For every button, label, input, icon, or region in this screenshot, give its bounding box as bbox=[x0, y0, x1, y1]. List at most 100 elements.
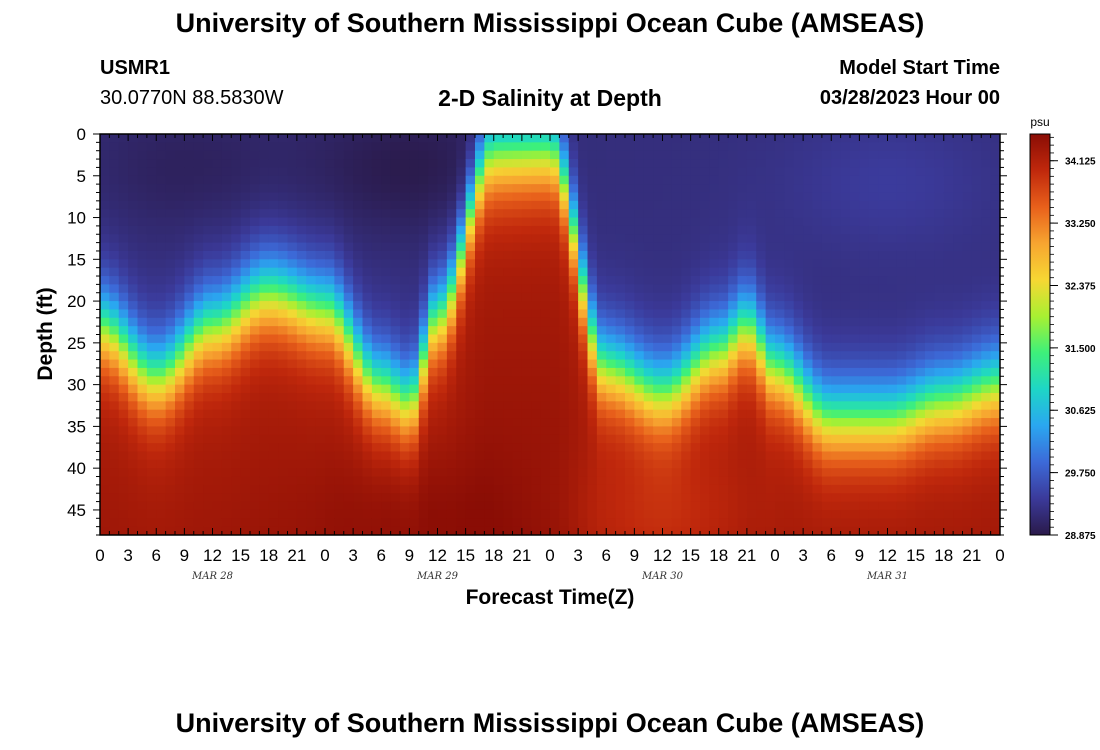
heatmap-cell bbox=[868, 167, 879, 177]
heatmap-cell bbox=[400, 468, 410, 478]
heatmap-cell bbox=[962, 526, 973, 535]
heatmap-cell bbox=[990, 418, 1000, 427]
heatmap-cell bbox=[343, 309, 354, 319]
heatmap-cell bbox=[634, 192, 645, 202]
heatmap-cell bbox=[390, 250, 401, 260]
heatmap-cell bbox=[746, 493, 757, 503]
heatmap-cell bbox=[700, 192, 710, 202]
heatmap-cell bbox=[428, 484, 439, 494]
y-tick-label: 30 bbox=[67, 376, 86, 395]
heatmap-cell bbox=[456, 367, 467, 377]
heatmap-cell bbox=[418, 150, 429, 160]
heatmap-cell bbox=[390, 175, 401, 185]
heatmap-cell bbox=[193, 326, 204, 336]
heatmap-cell bbox=[578, 509, 589, 519]
heatmap-cell bbox=[334, 242, 345, 252]
heatmap-cell bbox=[681, 384, 692, 394]
heatmap-cell bbox=[915, 501, 926, 511]
heatmap-cell bbox=[606, 309, 617, 319]
heatmap-cell bbox=[231, 326, 242, 336]
heatmap-cell bbox=[184, 309, 195, 319]
heatmap-cell bbox=[503, 484, 514, 494]
heatmap-cell bbox=[625, 159, 635, 169]
heatmap-cell bbox=[493, 334, 504, 344]
heatmap-cell bbox=[850, 242, 860, 252]
heatmap-cell bbox=[371, 134, 382, 143]
heatmap-cell bbox=[221, 159, 232, 169]
heatmap-cell bbox=[746, 192, 757, 202]
heatmap-cell bbox=[484, 200, 495, 210]
heatmap-cell bbox=[943, 401, 954, 411]
heatmap-cell bbox=[896, 468, 907, 478]
heatmap-cell bbox=[662, 443, 673, 453]
heatmap-cell bbox=[990, 175, 1000, 185]
heatmap-cell bbox=[193, 501, 204, 511]
heatmap-cell bbox=[503, 334, 514, 344]
heatmap-cell bbox=[446, 167, 457, 177]
heatmap-cell bbox=[568, 150, 579, 160]
heatmap-cell bbox=[840, 351, 851, 361]
heatmap-cell bbox=[156, 184, 167, 194]
heatmap-cell bbox=[212, 518, 223, 528]
heatmap-cell bbox=[606, 468, 617, 478]
heatmap-cell bbox=[915, 309, 926, 319]
heatmap-cell bbox=[953, 192, 964, 202]
heatmap-cell bbox=[859, 392, 870, 402]
heatmap-cell bbox=[503, 175, 514, 185]
heatmap-cell bbox=[315, 376, 326, 386]
heatmap-cell bbox=[671, 267, 682, 277]
heatmap-cell bbox=[353, 142, 364, 152]
heatmap-cell bbox=[521, 443, 532, 453]
heatmap-cell bbox=[221, 409, 232, 419]
heatmap-cell bbox=[362, 518, 373, 528]
heatmap-cell bbox=[737, 443, 748, 453]
heatmap-cell bbox=[446, 451, 457, 461]
heatmap-cell bbox=[756, 225, 767, 235]
heatmap-cell bbox=[671, 493, 682, 503]
heatmap-cell bbox=[531, 242, 542, 252]
heatmap-cell bbox=[343, 150, 354, 160]
heatmap-cell bbox=[643, 451, 654, 461]
heatmap-cell bbox=[578, 200, 589, 210]
heatmap-cell bbox=[737, 418, 748, 427]
heatmap-cell bbox=[175, 459, 185, 469]
heatmap-cell bbox=[784, 418, 795, 427]
heatmap-cell bbox=[793, 434, 804, 444]
heatmap-cell bbox=[521, 276, 532, 285]
heatmap-cell bbox=[353, 192, 364, 202]
heatmap-cell bbox=[118, 334, 129, 344]
heatmap-cell bbox=[559, 342, 570, 352]
heatmap-cell bbox=[193, 384, 204, 394]
heatmap-cell bbox=[915, 509, 926, 519]
heatmap-cell bbox=[418, 334, 429, 344]
heatmap-cell bbox=[521, 434, 532, 444]
heatmap-cell bbox=[784, 259, 795, 269]
heatmap-cell bbox=[287, 376, 298, 386]
heatmap-cell bbox=[240, 267, 251, 277]
heatmap-cell bbox=[943, 459, 954, 469]
heatmap-cell bbox=[681, 418, 692, 427]
heatmap-cell bbox=[681, 518, 692, 528]
heatmap-cell bbox=[765, 209, 776, 219]
heatmap-cell bbox=[775, 434, 785, 444]
heatmap-cell bbox=[175, 468, 185, 478]
heatmap-cell bbox=[156, 134, 167, 143]
heatmap-cell bbox=[896, 175, 907, 185]
heatmap-cell bbox=[100, 334, 110, 344]
heatmap-cell bbox=[550, 434, 560, 444]
heatmap-cell bbox=[943, 309, 954, 319]
heatmap-cell bbox=[156, 476, 167, 486]
heatmap-cell bbox=[981, 225, 992, 235]
heatmap-cell bbox=[371, 284, 382, 294]
heatmap-cell bbox=[521, 409, 532, 419]
heatmap-cell bbox=[850, 409, 860, 419]
heatmap-cell bbox=[156, 317, 167, 327]
heatmap-cell bbox=[325, 150, 335, 160]
heatmap-cell bbox=[709, 159, 720, 169]
heatmap-cell bbox=[175, 451, 185, 461]
x-tick-label: 21 bbox=[962, 546, 981, 565]
heatmap-cell bbox=[540, 509, 551, 519]
heatmap-cell bbox=[981, 167, 992, 177]
heatmap-cell bbox=[193, 334, 204, 344]
